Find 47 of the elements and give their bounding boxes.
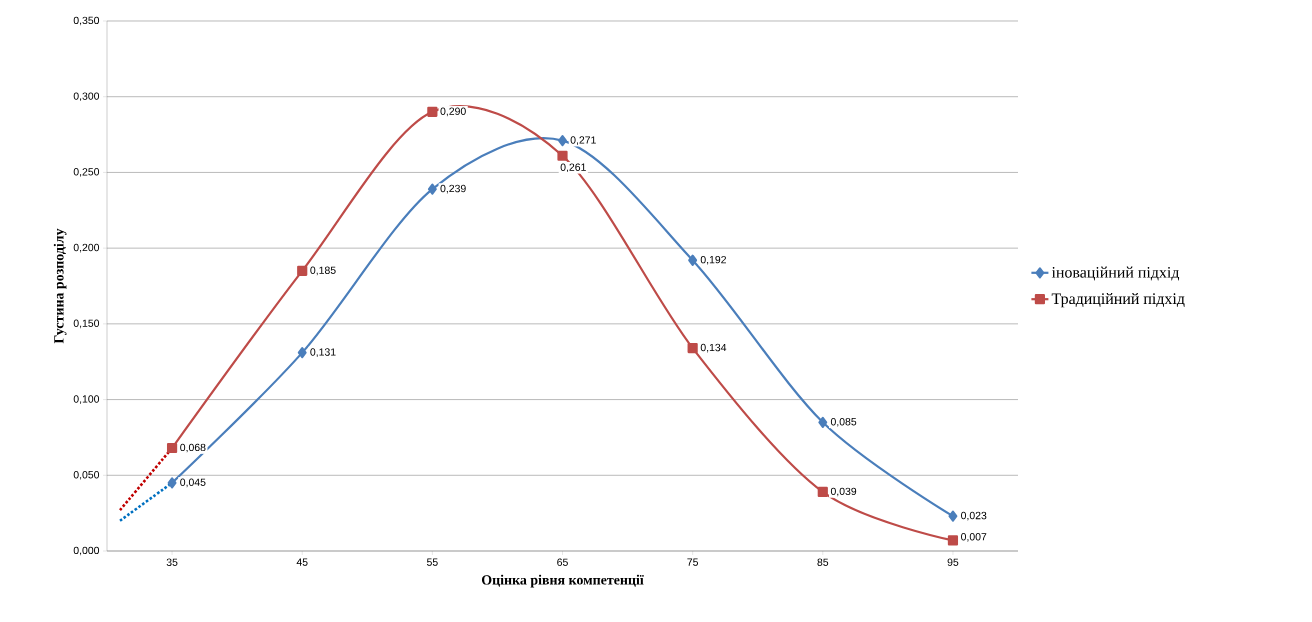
y-tick-label: 0,200	[73, 243, 100, 253]
data-label: 0,131	[310, 348, 336, 357]
data-label: 0,023	[961, 511, 987, 521]
data-label: 0,085	[830, 417, 857, 427]
x-tick-label: 45	[296, 558, 308, 566]
point	[167, 477, 177, 489]
y-tick-label: 0,350	[73, 16, 100, 26]
point	[818, 416, 828, 428]
data-label: 0,192	[700, 255, 726, 265]
point	[558, 135, 567, 147]
x-tick-label: 95	[947, 558, 959, 566]
point	[297, 347, 307, 359]
point	[948, 510, 958, 522]
point	[817, 486, 828, 498]
data-label: 0,007	[961, 533, 987, 542]
point	[687, 342, 698, 354]
x-axis-title: Оцінка рівня компетенції	[481, 574, 644, 588]
data-label: 0,239	[440, 184, 466, 194]
x-tick-label: 55	[426, 558, 438, 566]
point	[166, 442, 178, 454]
data-label: 0,185	[310, 266, 336, 276]
x-tick-label: 35	[166, 558, 178, 566]
data-label: 0,045	[180, 478, 206, 488]
y-tick-label: 0,100	[73, 395, 100, 404]
y-tick-label: 0,150	[73, 319, 100, 329]
data-label: 0,039	[830, 487, 857, 497]
point	[557, 150, 568, 161]
point	[427, 106, 438, 117]
x-tick-label: 65	[557, 558, 568, 566]
point	[427, 183, 437, 195]
point	[947, 535, 959, 546]
y-tick-label: 0,300	[73, 92, 100, 102]
x-tick-label: 85	[817, 558, 829, 566]
x-tick-label: 75	[687, 558, 699, 566]
data-label: 0,134	[700, 343, 727, 353]
data-label: 0,068	[180, 443, 206, 453]
data-label: 0,290	[440, 107, 466, 117]
y-tick-label: 0,000	[73, 546, 100, 556]
data-label: 0,261	[560, 163, 586, 173]
legend-label: Традиційний підхід	[1051, 293, 1185, 308]
y-tick-label: 0,050	[73, 470, 100, 480]
data-label: 0,271	[570, 136, 596, 145]
y-tick-label: 0,250	[73, 168, 100, 177]
legend-label: іноваційний підхід	[1051, 266, 1180, 281]
y-axis-title: Густина розподілу	[53, 228, 67, 344]
point	[297, 265, 308, 276]
point	[688, 254, 698, 266]
